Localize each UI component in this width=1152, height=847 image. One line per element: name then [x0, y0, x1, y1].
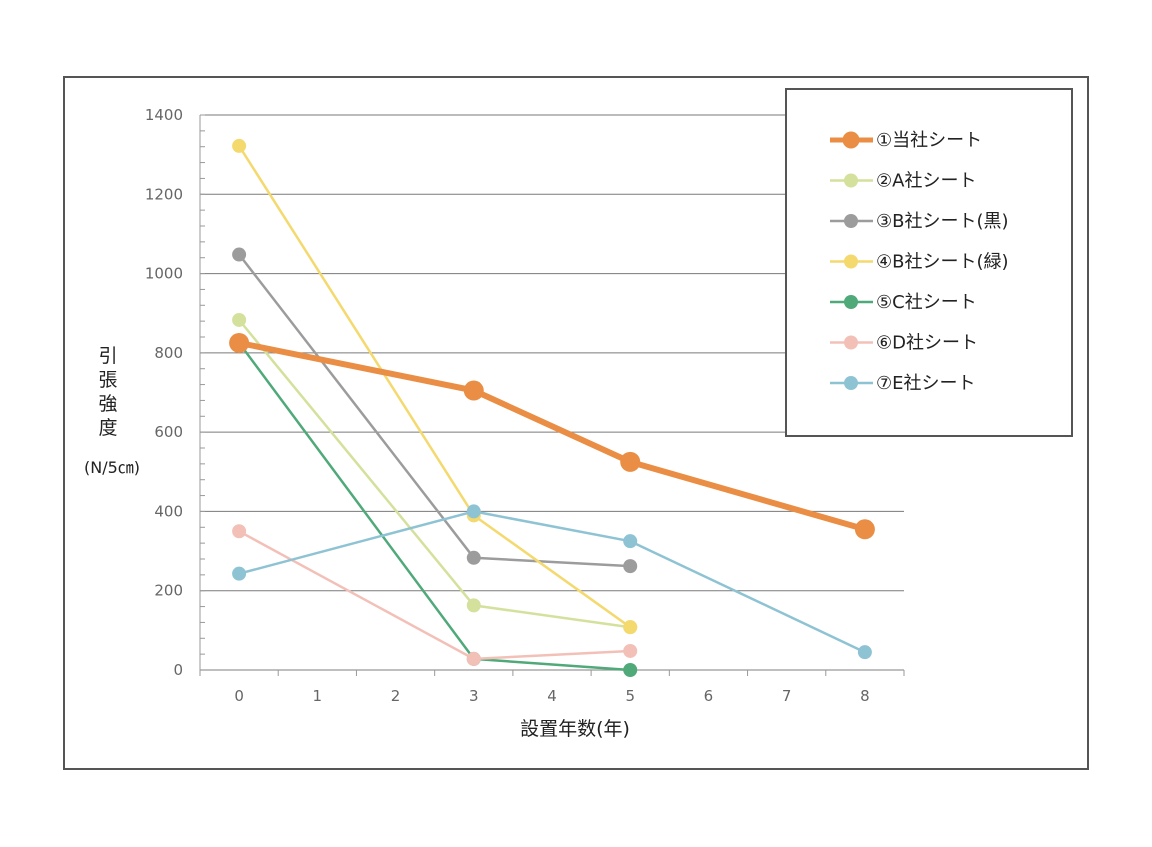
x-tick-label: 2	[391, 687, 401, 705]
data-point	[857, 645, 872, 660]
data-point	[466, 550, 481, 565]
data-point	[466, 504, 481, 519]
y-tick-label: 0	[173, 661, 183, 679]
legend-swatch-marker	[844, 376, 858, 390]
data-point	[623, 559, 638, 574]
data-point	[466, 598, 481, 613]
data-point	[463, 380, 484, 401]
data-point	[232, 566, 247, 581]
legend-item: ⑥D社シート	[830, 333, 978, 354]
data-point	[623, 620, 638, 635]
legend-item: ③B社シート(黒)	[830, 211, 1009, 232]
legend-swatch-marker	[844, 335, 858, 350]
legend-swatch-marker	[844, 173, 858, 188]
series-lines	[229, 138, 875, 677]
y-tick-label: 1400	[145, 106, 183, 124]
x-tick-labels: 0 1 2 3 4 5 6 7 8	[234, 687, 869, 705]
data-point	[620, 451, 641, 472]
legend-item: ②A社シート	[830, 171, 976, 192]
series-3	[232, 247, 638, 574]
series-line	[236, 339, 868, 533]
x-tick-label: 1	[313, 687, 323, 705]
y-tick-label: 600	[154, 423, 183, 441]
y-axis-title-char: 張	[98, 369, 117, 391]
legend-swatch-marker	[844, 295, 858, 309]
y-axis-title: 引 張 強 度 (N/5㎝)	[84, 345, 140, 477]
data-point	[623, 643, 638, 658]
data-point	[232, 524, 247, 539]
axes	[199, 114, 905, 676]
series-7	[232, 504, 872, 660]
data-point	[232, 138, 247, 153]
y-axis-title-char: 度	[98, 417, 117, 439]
x-tick-label: 5	[625, 687, 635, 705]
x-axis-title: 設置年数(年)	[520, 718, 630, 740]
series-1	[229, 332, 875, 540]
legend-label: ③B社シート(黒)	[876, 211, 1009, 232]
legend-label: ①当社シート	[876, 130, 982, 151]
data-point	[854, 519, 875, 540]
y-tick-labels: 0 200 400 600 800 1000 1200 1400	[145, 106, 183, 679]
series-line	[237, 510, 867, 654]
x-tick-label: 3	[469, 687, 479, 705]
x-tick-label: 4	[547, 687, 557, 705]
legend: ①当社シート ②A社シート ③B社シート(黒) ④B社シート(緑) ⑤C社シート ⑥D社シ…	[785, 88, 1073, 437]
legend-item: ⑤C社シート	[830, 292, 977, 313]
x-tick-label: 0	[234, 687, 244, 705]
legend-label: ⑥D社シート	[876, 333, 978, 354]
legend-swatch-marker	[844, 214, 858, 228]
x-tick-label: 7	[782, 687, 792, 705]
data-point	[232, 312, 247, 327]
legend-swatch-marker	[844, 254, 858, 269]
data-point	[466, 651, 481, 666]
legend-item: ①当社シート	[830, 130, 982, 151]
legend-label: ⑦E社シート	[876, 373, 976, 394]
y-tick-label: 200	[154, 582, 183, 600]
data-point	[229, 332, 250, 353]
legend-label: ④B社シート(緑)	[876, 252, 1009, 273]
legend-label: ②A社シート	[876, 171, 976, 192]
y-axis-title-char: 引	[98, 345, 117, 367]
y-tick-label: 1000	[145, 265, 183, 283]
legend-item: ⑦E社シート	[830, 373, 976, 394]
y-axis-unit: (N/5㎝)	[84, 458, 140, 477]
data-point	[623, 534, 638, 549]
y-tick-label: 1200	[145, 185, 183, 203]
data-point	[623, 663, 638, 677]
legend-swatch-marker	[842, 131, 860, 149]
legend-item: ④B社シート(緑)	[830, 252, 1009, 273]
y-tick-label: 800	[154, 344, 183, 362]
y-axis-title-char: 強	[98, 393, 117, 415]
x-tick-label: 6	[704, 687, 714, 705]
series-6	[232, 524, 638, 666]
x-tick-label: 8	[860, 687, 870, 705]
data-point	[232, 247, 247, 262]
y-tick-label: 400	[154, 502, 183, 520]
legend-label: ⑤C社シート	[876, 292, 977, 313]
